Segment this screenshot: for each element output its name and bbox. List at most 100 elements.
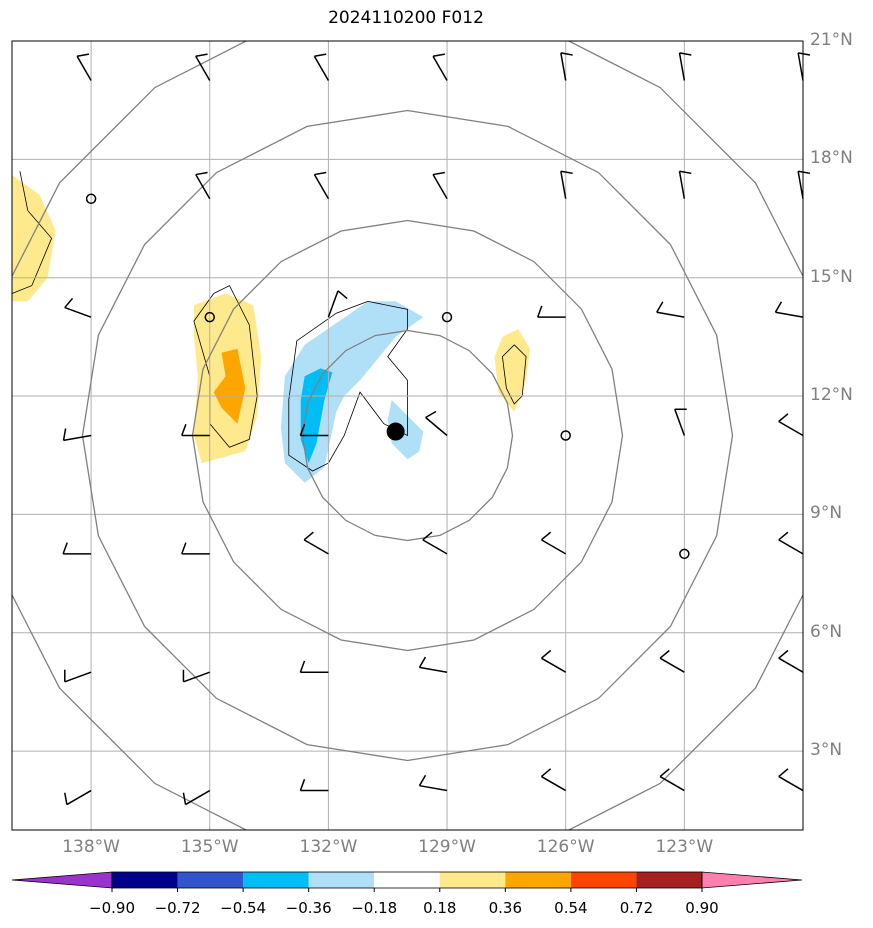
barb-feather bbox=[64, 297, 74, 309]
contour-lines bbox=[11, 171, 527, 472]
lon-tick-label: 135°W bbox=[180, 837, 239, 857]
wind-barb bbox=[62, 542, 92, 555]
colorbar-segment bbox=[112, 872, 178, 888]
colorbar-tick-label: 0.18 bbox=[423, 899, 457, 917]
storm-center-dot bbox=[386, 422, 405, 441]
wind-barb bbox=[678, 52, 692, 81]
barb-shaft bbox=[66, 789, 92, 806]
barb-feather bbox=[299, 660, 306, 673]
barb-feather bbox=[299, 779, 306, 791]
wind-barb bbox=[181, 542, 210, 555]
barb-shaft bbox=[419, 666, 448, 673]
barb-feather bbox=[299, 423, 306, 436]
barb-shaft bbox=[425, 416, 448, 437]
shaded-region-5 bbox=[387, 400, 424, 460]
storm-center-marker bbox=[386, 422, 405, 441]
wind-barb bbox=[299, 423, 329, 437]
shaded-region-2 bbox=[213, 348, 246, 424]
range-ring-0 bbox=[301, 329, 514, 542]
wind-barb bbox=[659, 768, 685, 792]
barb-shaft bbox=[659, 657, 685, 673]
wind-barb bbox=[536, 305, 566, 318]
wind-barb bbox=[195, 171, 211, 200]
wind-barb bbox=[76, 53, 92, 81]
barb-shaft bbox=[432, 174, 448, 200]
wind-barb bbox=[540, 649, 567, 673]
barb-shaft bbox=[195, 174, 211, 200]
barb-shaft bbox=[778, 657, 804, 673]
contour-line-3 bbox=[288, 301, 408, 472]
barb-feather bbox=[679, 52, 692, 56]
barb-feather bbox=[418, 656, 427, 668]
colorbar-segment bbox=[636, 872, 702, 888]
barb-shaft bbox=[541, 657, 567, 673]
lon-tick-label: 132°W bbox=[299, 837, 358, 857]
range-ring-2 bbox=[81, 109, 734, 762]
barb-shaft bbox=[541, 539, 567, 555]
barb-feather bbox=[536, 305, 543, 318]
wind-barb bbox=[422, 531, 448, 555]
colorbar-tick-label: 0.54 bbox=[554, 899, 588, 917]
wind-barb bbox=[64, 297, 92, 318]
barb-feather bbox=[181, 542, 187, 555]
barb-shaft bbox=[419, 784, 448, 792]
barb-shaft bbox=[422, 539, 448, 555]
barb-shaft bbox=[63, 434, 92, 442]
colorbar-tick-label: 0.90 bbox=[685, 899, 719, 917]
lat-tick-label: 21°N bbox=[810, 30, 853, 50]
barb-shaft bbox=[678, 52, 686, 81]
barb-feather bbox=[778, 413, 789, 423]
barb-feather bbox=[798, 52, 811, 56]
wind-barb bbox=[62, 428, 92, 442]
barb-feather bbox=[540, 649, 552, 659]
barb-shaft bbox=[64, 306, 92, 318]
wind-barb bbox=[797, 52, 811, 81]
barb-feather bbox=[62, 542, 68, 555]
barb-shaft bbox=[560, 52, 567, 81]
calm-circle bbox=[560, 430, 571, 441]
wind-barb bbox=[299, 779, 329, 792]
calm-circle bbox=[85, 193, 97, 205]
barb-shaft bbox=[64, 671, 92, 683]
wind-barb bbox=[778, 413, 804, 437]
lon-tick-label: 138°W bbox=[62, 837, 120, 857]
contour-line-2 bbox=[501, 344, 527, 405]
barb-feather bbox=[64, 792, 68, 805]
barb-feather bbox=[560, 170, 573, 175]
barb-feather bbox=[76, 53, 90, 57]
colorbar-extend-high bbox=[701, 871, 803, 889]
barb-shaft bbox=[185, 789, 211, 806]
barb-shaft bbox=[778, 775, 804, 792]
barb-feather bbox=[181, 423, 187, 436]
calm-circle bbox=[204, 311, 215, 323]
barb-shaft bbox=[656, 311, 685, 318]
wind-barb bbox=[774, 301, 804, 318]
wind-barb bbox=[797, 170, 811, 199]
wind-barb bbox=[560, 52, 573, 81]
colorbar-extend-low bbox=[11, 871, 113, 889]
wind-barb bbox=[540, 531, 567, 555]
colorbar-segment bbox=[177, 872, 244, 888]
barb-shaft bbox=[560, 171, 567, 199]
wind-barb bbox=[303, 531, 329, 555]
barb-shaft bbox=[195, 55, 211, 81]
barb-feather bbox=[425, 410, 437, 419]
barb-feather bbox=[195, 53, 208, 57]
wind-barb bbox=[418, 656, 448, 673]
barb-feather bbox=[195, 171, 208, 176]
barb-shaft bbox=[303, 539, 329, 555]
lon-tick-label: 129°W bbox=[418, 837, 476, 857]
barb-shaft bbox=[327, 290, 339, 318]
colorbar-tick-label: −0.54 bbox=[220, 899, 267, 917]
barb-shaft bbox=[76, 55, 92, 81]
barb-shaft bbox=[659, 775, 685, 792]
wind-barb bbox=[659, 649, 685, 673]
barb-shaft bbox=[778, 539, 804, 555]
barb-feather bbox=[418, 774, 427, 787]
colorbar-tick-label: −0.90 bbox=[89, 899, 135, 917]
map-frame bbox=[11, 40, 804, 831]
colorbar-segment bbox=[308, 872, 375, 888]
barb-feather bbox=[540, 531, 552, 541]
colorbar bbox=[11, 871, 803, 892]
